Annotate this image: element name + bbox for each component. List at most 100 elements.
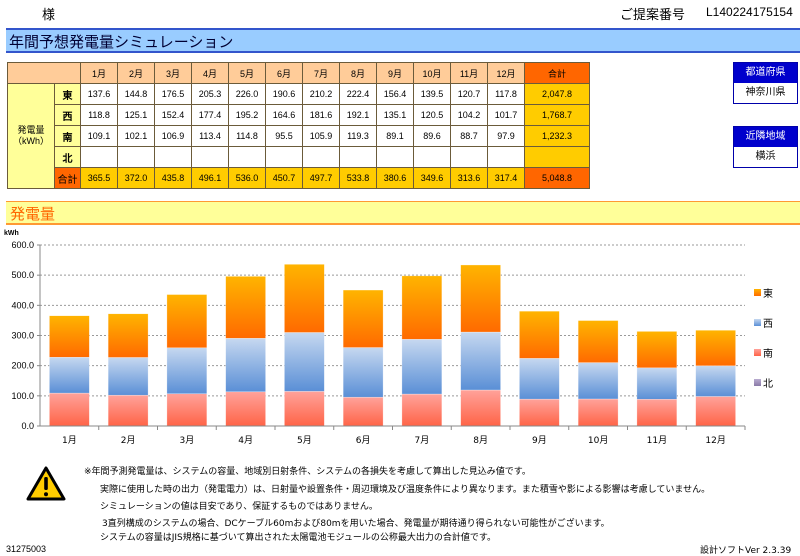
- x-tick-label: 6月: [356, 435, 371, 446]
- value-cell: 156.4: [376, 83, 414, 105]
- x-tick-label: 12月: [705, 435, 725, 446]
- y-tick-label: 0.0: [21, 421, 34, 431]
- month-header: 2月: [117, 62, 155, 84]
- month-header: 4月: [191, 62, 229, 84]
- value-cell: 106.9: [154, 125, 192, 147]
- row-total-cell: 1,232.3: [524, 125, 590, 147]
- value-cell: 109.1: [80, 125, 118, 147]
- bar-segment-東: [401, 275, 443, 340]
- value-cell: [191, 146, 229, 168]
- x-tick-label: 10月: [588, 435, 608, 446]
- legend-swatch-西: [754, 319, 761, 326]
- bar-segment-南: [342, 396, 384, 427]
- bar-segment-西: [460, 331, 501, 391]
- value-cell: 190.6: [265, 83, 303, 105]
- bar-segment-南: [460, 389, 501, 427]
- x-tick-label: 11月: [647, 435, 667, 446]
- bar-segment-西: [166, 347, 208, 395]
- direction-label: 西: [54, 104, 81, 126]
- x-tick-label: 5月: [297, 435, 312, 446]
- page-title: 年間予想発電量シミュレーション: [9, 33, 234, 51]
- value-cell: 137.6: [80, 83, 118, 105]
- proposal-number-label: ご提案番号: [620, 8, 686, 23]
- x-tick-label: 2月: [121, 435, 136, 446]
- value-cell: 97.9: [487, 125, 525, 147]
- row-group-label-line1: 発電量: [17, 125, 45, 135]
- document-code: 31275003: [6, 544, 47, 554]
- legend-label: 南: [763, 347, 773, 360]
- bar-segment-南: [519, 398, 560, 427]
- bar-segment-東: [342, 289, 384, 348]
- month-header: 7月: [302, 62, 340, 84]
- bar-segment-西: [695, 365, 736, 397]
- bar-segment-南: [577, 398, 619, 427]
- table-row: 西 118.8 125.1 152.4 177.4 195.2 164.6 181.6 192.…: [8, 104, 590, 126]
- bar-segment-南: [49, 392, 90, 427]
- value-cell: 113.4: [191, 125, 229, 147]
- note-line: 実際に使用した時の出力（発電電力）は、日射量や設置条件・周辺環境及び温度条件によ…: [100, 485, 711, 495]
- column-total-cell: 313.6: [450, 167, 488, 189]
- value-cell: 119.3: [339, 125, 377, 147]
- bar-segment-東: [166, 294, 208, 349]
- generation-table: 1月 2月 3月 4月 5月 6月 7月 8月 9月 10月 11月 12月 合計 発電量 （kWh）東 13…: [7, 62, 590, 189]
- value-cell: [154, 146, 192, 168]
- column-total-cell: 380.6: [376, 167, 414, 189]
- bar-segment-東: [49, 315, 90, 358]
- legend-swatch-東: [754, 289, 761, 296]
- value-cell: [413, 146, 451, 168]
- value-cell: 152.4: [154, 104, 192, 126]
- page-title-bar: 年間予想発電量シミュレーション: [6, 28, 800, 53]
- table-total-row: 合計 365.5 372.0 435.8 496.1 536.0 450.7 497.7 533…: [8, 167, 590, 189]
- month-header: 9月: [376, 62, 414, 84]
- value-cell: 176.5: [154, 83, 192, 105]
- month-header: 6月: [265, 62, 303, 84]
- value-cell: 105.9: [302, 125, 340, 147]
- column-total-cell: 317.4: [487, 167, 525, 189]
- x-tick-label: 3月: [180, 435, 195, 446]
- value-cell: 192.1: [339, 104, 377, 126]
- total-header: 合計: [524, 62, 590, 84]
- value-cell: [228, 146, 266, 168]
- bar-segment-西: [577, 362, 619, 400]
- month-header: 5月: [228, 62, 266, 84]
- value-cell: [376, 146, 414, 168]
- legend-swatch-南: [754, 349, 761, 356]
- row-group-label: 発電量 （kWh）: [7, 83, 55, 189]
- bar-segment-東: [577, 320, 619, 363]
- value-cell: 125.1: [117, 104, 155, 126]
- y-axis-unit: kWh: [4, 230, 19, 237]
- month-header: 8月: [339, 62, 377, 84]
- value-cell: 210.2: [302, 83, 340, 105]
- column-total-cell: 349.6: [413, 167, 451, 189]
- value-cell: 114.8: [228, 125, 266, 147]
- note-line: ※年間予測発電量は、システムの容量、地域別日射条件、システムの各損失を考慮して算…: [84, 467, 531, 477]
- x-tick-label: 8月: [473, 435, 488, 446]
- column-total-cell: 497.7: [302, 167, 340, 189]
- bar-segment-東: [519, 310, 560, 359]
- legend-label: 北: [763, 378, 773, 390]
- section-title: 発電量: [10, 205, 56, 223]
- value-cell: 181.6: [302, 104, 340, 126]
- row-total-cell: 2,047.8: [524, 83, 590, 105]
- value-cell: 88.7: [450, 125, 488, 147]
- bar-segment-南: [695, 396, 736, 427]
- value-cell: 104.2: [450, 104, 488, 126]
- table-corner-cell: [7, 62, 81, 84]
- value-cell: 102.1: [117, 125, 155, 147]
- table-row: 南 109.1 102.1 106.9 113.4 114.8 95.5 105.9 119.3…: [8, 125, 590, 147]
- value-cell: 205.3: [191, 83, 229, 105]
- grand-total-cell: 5,048.8: [524, 167, 590, 189]
- bar-segment-東: [460, 264, 501, 333]
- note-line: シミュレーションの値は目安であり、保証するものではありません。: [100, 502, 378, 512]
- legend-swatch-北: [754, 379, 761, 386]
- proposal-number: L140224175154: [706, 5, 793, 19]
- y-tick-label: 400.0: [11, 300, 34, 310]
- total-row-label: 合計: [54, 167, 81, 189]
- value-cell: 177.4: [191, 104, 229, 126]
- x-tick-label: 9月: [532, 435, 547, 446]
- value-cell: 118.8: [80, 104, 118, 126]
- bar-segment-南: [401, 393, 443, 427]
- nearby-area-label: 近隣地域: [734, 127, 797, 147]
- bar-segment-西: [401, 339, 443, 395]
- value-cell: 89.1: [376, 125, 414, 147]
